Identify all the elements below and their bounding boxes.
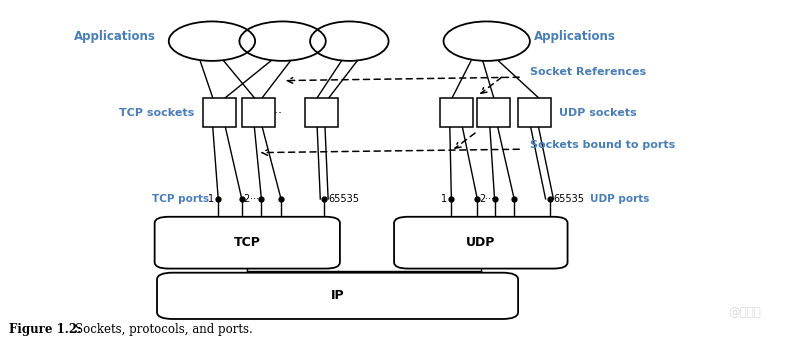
Text: Figure 1.2:: Figure 1.2: — [9, 323, 82, 336]
Text: IP: IP — [330, 289, 345, 302]
Bar — [518, 98, 551, 127]
Bar — [305, 98, 338, 127]
Bar — [242, 98, 275, 127]
FancyBboxPatch shape — [155, 217, 340, 269]
Text: 65535: 65535 — [328, 194, 359, 204]
Text: 65535: 65535 — [553, 194, 584, 204]
Text: Applications: Applications — [534, 29, 615, 43]
Text: 2: 2 — [479, 194, 485, 204]
Text: ···: ··· — [492, 107, 505, 120]
Bar — [440, 98, 473, 127]
Text: TCP ports: TCP ports — [152, 194, 209, 204]
Text: @不二承: @不二承 — [728, 306, 761, 319]
Text: ···: ··· — [270, 107, 283, 120]
Text: UDP ports: UDP ports — [590, 194, 650, 204]
Text: 1: 1 — [208, 194, 214, 204]
Text: ···: ··· — [484, 194, 494, 204]
Text: Socket References: Socket References — [530, 67, 646, 77]
FancyBboxPatch shape — [394, 217, 568, 269]
Bar — [477, 98, 510, 127]
Text: ···: ··· — [250, 194, 259, 204]
Text: UDP: UDP — [466, 236, 495, 249]
FancyBboxPatch shape — [157, 273, 518, 319]
Bar — [203, 98, 236, 127]
Text: Applications: Applications — [74, 29, 155, 43]
Text: TCP: TCP — [234, 236, 261, 249]
Text: Sockets bound to ports: Sockets bound to ports — [530, 140, 675, 150]
Text: 2: 2 — [243, 194, 250, 204]
Text: UDP sockets: UDP sockets — [559, 107, 637, 118]
Text: TCP sockets: TCP sockets — [119, 107, 195, 118]
Text: Sockets, protocols, and ports.: Sockets, protocols, and ports. — [75, 323, 252, 336]
Text: 1: 1 — [441, 194, 447, 204]
